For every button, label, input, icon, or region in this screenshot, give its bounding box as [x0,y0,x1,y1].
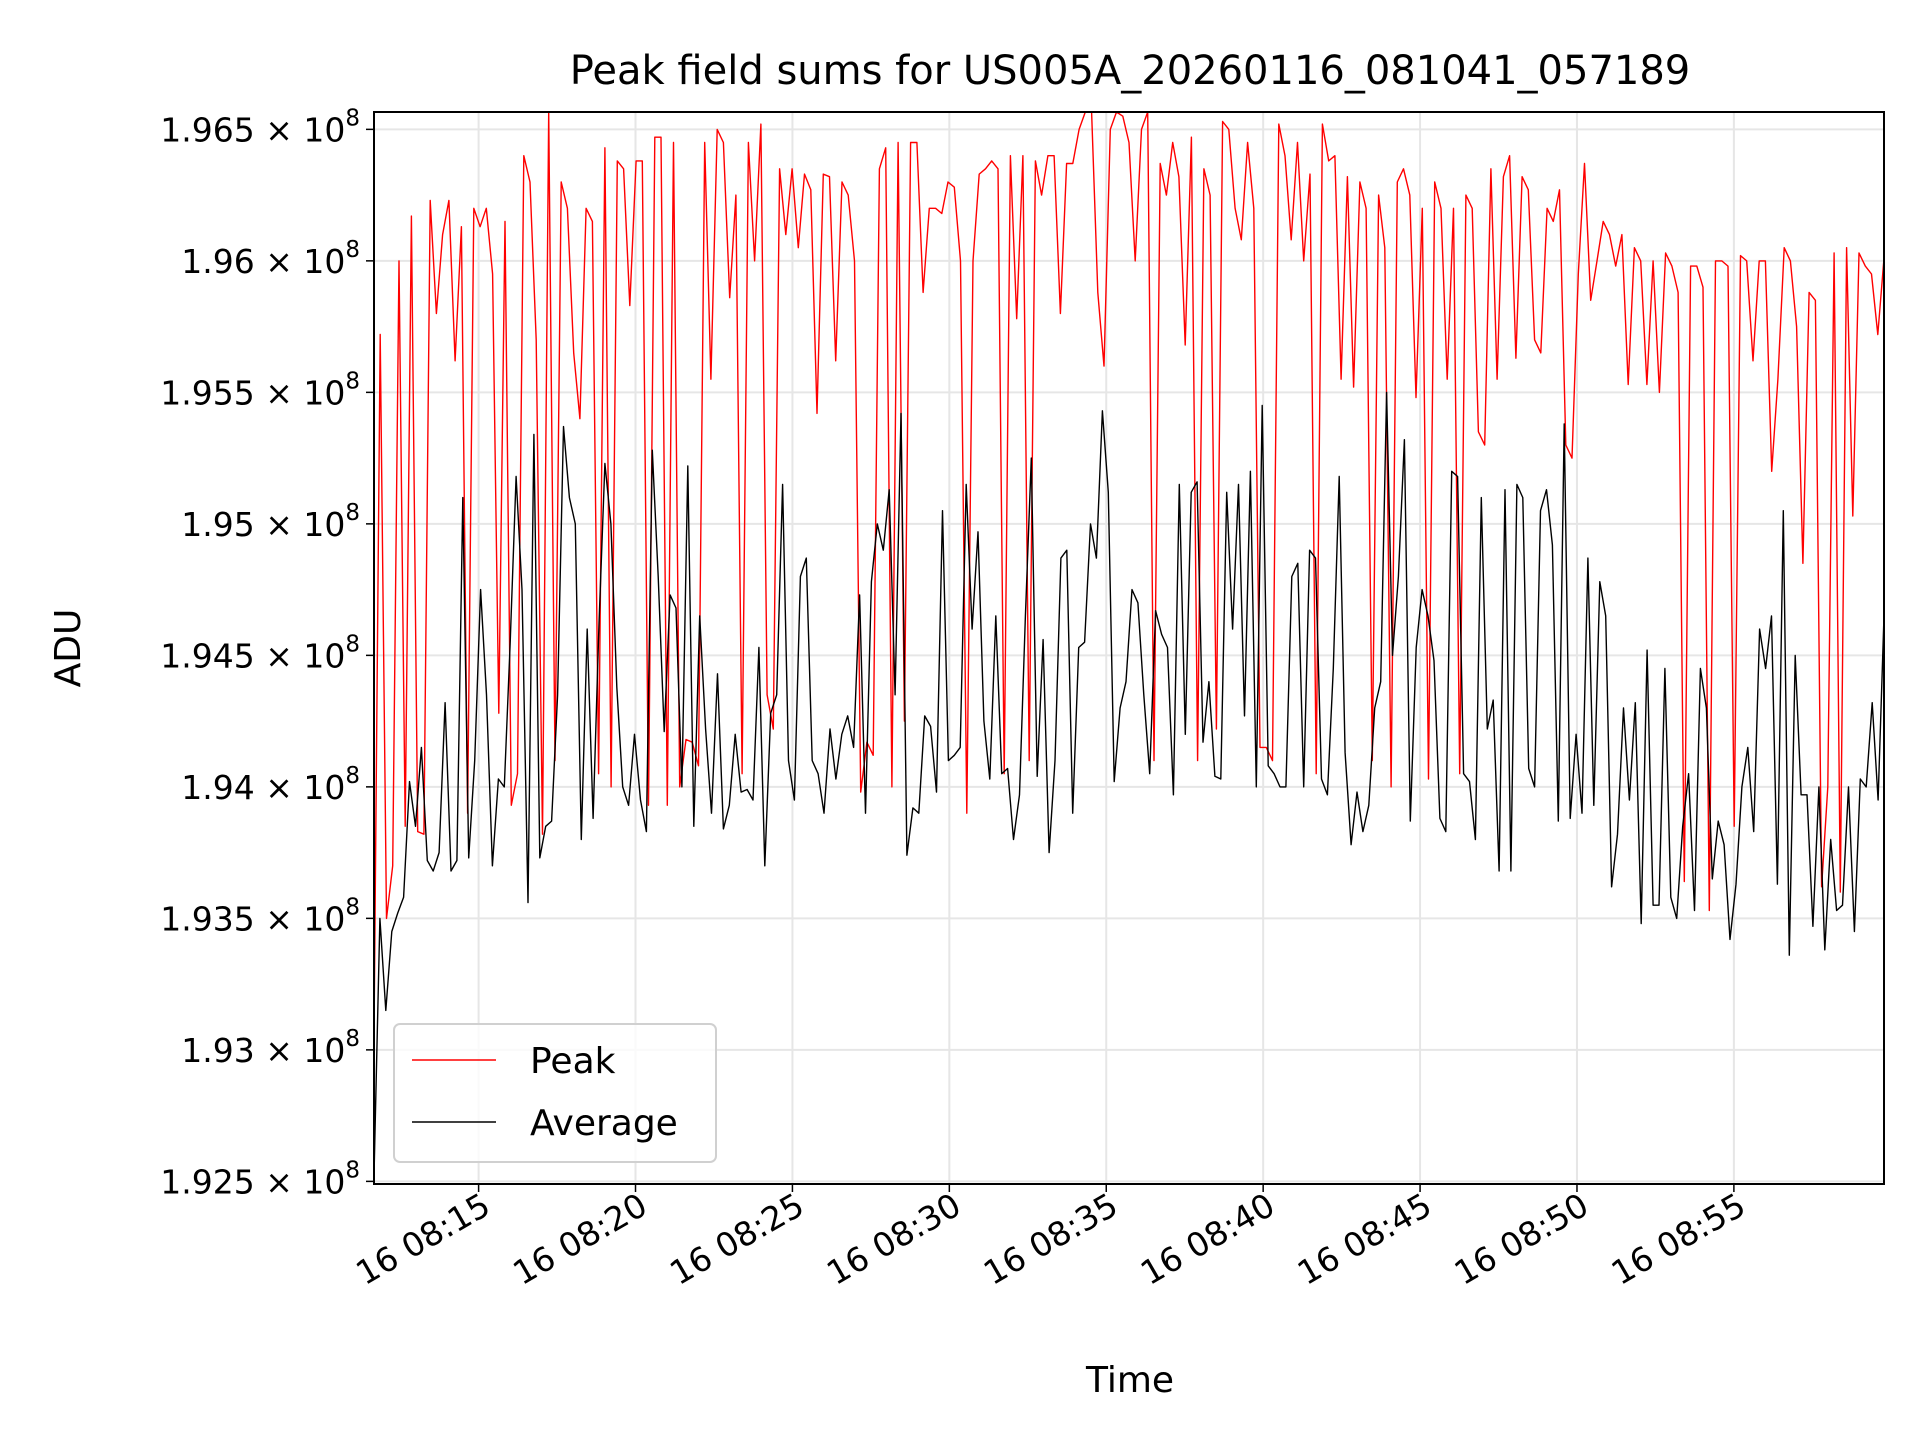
x-axis-label: Time [1085,1360,1174,1401]
legend-peak-label: Peak [530,1041,616,1082]
y-tick-exponent: 8 [345,1026,360,1052]
y-tick-mantissa: 1.96 × 10 [181,242,345,281]
y-tick-mantissa: 1.935 × 10 [160,899,345,938]
y-tick-mantissa: 1.94 × 10 [181,768,345,807]
y-tick-exponent: 8 [345,368,360,394]
y-tick-label: 1.955 × 108 [160,368,360,412]
y-tick-mantissa: 1.965 × 10 [160,110,345,149]
y-tick-label: 1.96 × 108 [181,237,360,281]
series-line-average [373,391,1885,1177]
y-tick-exponent: 8 [345,894,360,920]
y-tick-mantissa: 1.95 × 10 [181,505,345,544]
y-tick-exponent: 8 [345,763,360,789]
y-tick-label: 1.925 × 108 [160,1157,360,1201]
y-tick-exponent: 8 [345,500,360,526]
legend: Peak Average [393,1023,717,1163]
y-tick-label: 1.965 × 108 [160,105,360,149]
y-tick-mantissa: 1.925 × 10 [160,1162,345,1201]
series-line-peak [373,111,1885,1037]
y-tick-exponent: 8 [345,237,360,263]
y-tick-label: 1.945 × 108 [160,631,360,675]
y-tick-label: 1.935 × 108 [160,894,360,938]
plot-frame [373,111,1885,1185]
y-tick-exponent: 8 [345,1157,360,1183]
y-tick-mantissa: 1.955 × 10 [160,373,345,412]
y-tick-exponent: 8 [345,631,360,657]
plot-lines [373,111,1885,1177]
y-tick-mantissa: 1.93 × 10 [181,1031,345,1070]
y-tick-mantissa: 1.945 × 10 [160,636,345,675]
legend-average-label: Average [530,1103,678,1144]
grid [374,112,1884,1184]
y-tick-label: 1.93 × 108 [181,1026,360,1070]
y-tick-label: 1.95 × 108 [181,500,360,544]
y-axis-label: ADU [48,609,89,688]
y-tick-label: 1.94 × 108 [181,763,360,807]
y-tick-exponent: 8 [345,105,360,131]
chart-title: Peak field sums for US005A_20260116_0810… [570,48,1691,94]
legend-box [393,1023,717,1163]
